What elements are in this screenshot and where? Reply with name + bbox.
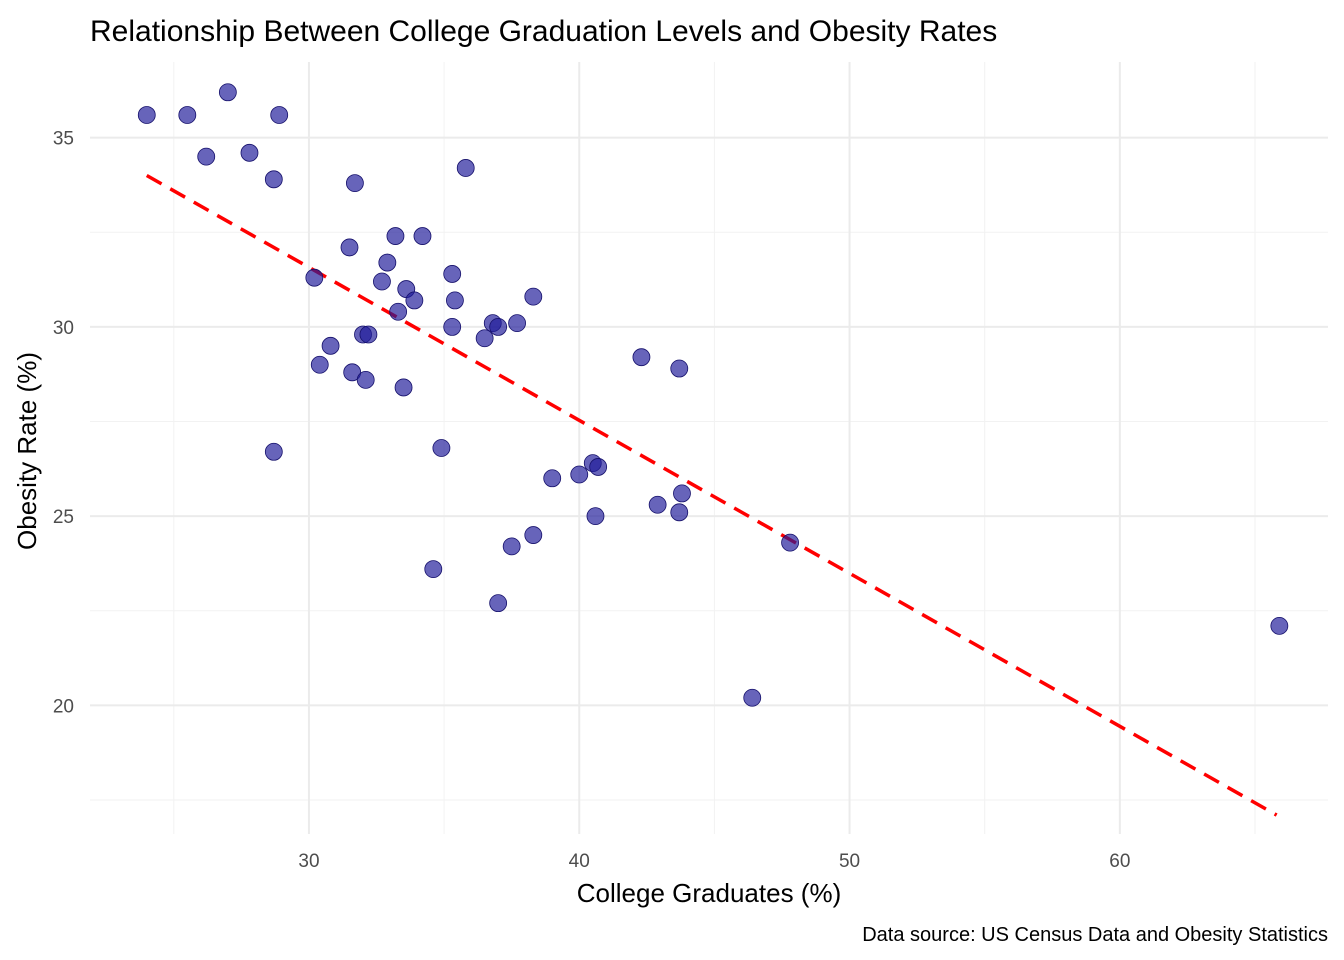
data-point (345, 174, 364, 192)
data-point (670, 359, 689, 378)
data-point (359, 325, 378, 344)
data-point (570, 465, 589, 484)
data-point (321, 336, 340, 355)
data-point (475, 329, 494, 348)
data-point (305, 268, 324, 287)
data-point (443, 265, 462, 283)
data-point (405, 291, 424, 310)
data-point (489, 318, 508, 336)
data-point (264, 170, 283, 189)
data-point (270, 106, 289, 124)
y-axis-title: Obesity Rate (%) (12, 352, 42, 550)
data-point (356, 370, 375, 389)
data-point (781, 533, 799, 552)
x-axis-title: College Graduates (%) (577, 878, 841, 908)
data-point (413, 227, 432, 245)
y-tick-label: 25 (53, 507, 74, 528)
data-point (456, 159, 475, 177)
data-point (378, 253, 397, 272)
data-point (373, 272, 391, 291)
x-tick-label: 40 (569, 851, 590, 872)
data-point (240, 143, 259, 162)
x-tick-label: 50 (839, 851, 860, 872)
data-point (502, 537, 521, 556)
data-point (524, 287, 543, 306)
data-point (648, 495, 667, 514)
data-point (197, 147, 216, 166)
data-point (632, 348, 651, 367)
y-tick-label: 35 (53, 129, 74, 150)
data-point (424, 560, 443, 578)
data-points (137, 83, 1289, 707)
data-point (589, 458, 608, 476)
data-point (670, 503, 689, 522)
data-point (310, 355, 329, 374)
data-point (137, 106, 156, 124)
data-point (1270, 616, 1289, 635)
data-point (673, 484, 691, 503)
data-point (508, 314, 526, 333)
y-tick-label: 20 (53, 696, 74, 717)
chart-caption: Data source: US Census Data and Obesity … (862, 924, 1328, 946)
x-tick-label: 30 (298, 851, 319, 872)
x-tick-label: 60 (1109, 851, 1130, 872)
data-point (489, 594, 508, 613)
data-point (394, 378, 413, 397)
data-point (743, 688, 762, 707)
data-point (386, 227, 405, 245)
data-point (218, 83, 237, 102)
data-point (264, 442, 283, 461)
trend-line (145, 174, 1278, 817)
data-point (524, 526, 543, 544)
data-point (446, 291, 464, 310)
gridlines (90, 62, 1328, 834)
y-tick-label: 30 (53, 318, 74, 339)
tick-labels: 30 40 50 60 20 25 30 35 (53, 129, 1131, 872)
trend-line-group (145, 174, 1278, 817)
data-point (340, 238, 359, 257)
data-point (178, 106, 197, 124)
data-point (543, 469, 562, 488)
data-point (432, 439, 451, 457)
chart-title: Relationship Between College Graduation … (90, 15, 997, 48)
data-point (443, 318, 462, 336)
data-point (586, 507, 605, 526)
data-point (389, 302, 408, 321)
data-point (343, 363, 362, 382)
